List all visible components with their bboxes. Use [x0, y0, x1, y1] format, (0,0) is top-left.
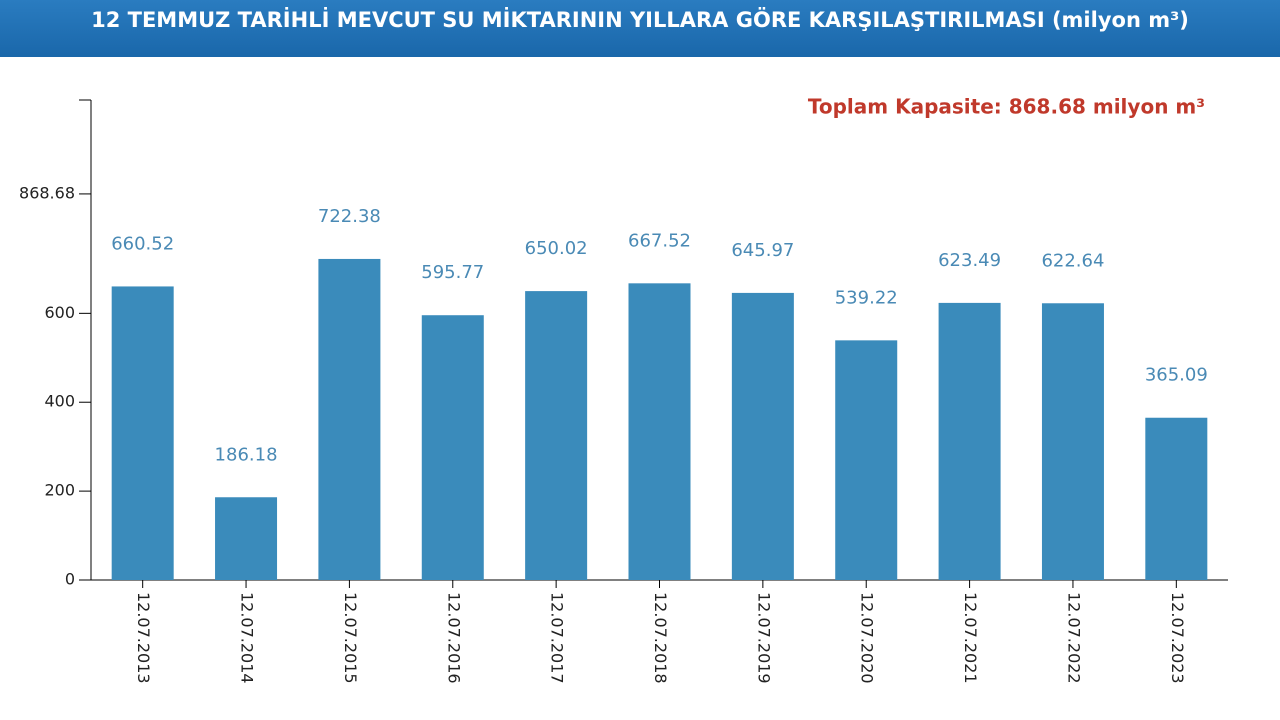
bar — [111, 286, 174, 580]
value-label: 539.22 — [835, 287, 898, 308]
value-label: 365.09 — [1145, 365, 1208, 386]
value-label: 650.02 — [525, 238, 588, 259]
value-label: 623.49 — [938, 250, 1001, 271]
value-label: 722.38 — [318, 206, 381, 227]
chart: Toplam Kapasite: 868.68 milyon m³ 0 200 40… — [19, 95, 1228, 684]
x-tick-label: 12.07.2018 — [651, 592, 670, 684]
y-tick-label: 600 — [44, 303, 75, 322]
bar — [525, 291, 588, 580]
x-tick-label: 12.07.2023 — [1168, 592, 1187, 684]
x-tick-label: 12.07.2022 — [1064, 592, 1083, 684]
x-tick-label: 12.07.2021 — [961, 592, 980, 684]
y-tick-label: 0 — [65, 570, 75, 589]
bar — [835, 340, 898, 580]
bar — [215, 497, 278, 580]
bar — [731, 292, 794, 580]
x-tick-label: 12.07.2017 — [548, 592, 567, 684]
x-tick-label: 12.07.2016 — [444, 592, 463, 684]
bar — [421, 315, 484, 580]
y-tick-label: 200 — [44, 481, 75, 500]
value-label: 595.77 — [421, 262, 484, 283]
value-label: 667.52 — [628, 230, 691, 251]
value-label: 186.18 — [215, 444, 278, 465]
bar — [938, 302, 1001, 580]
x-tick-label: 12.07.2014 — [238, 592, 257, 684]
chart-title: 12 TEMMUZ TARİHLİ MEVCUT SU MİKTARININ Y… — [0, 0, 1280, 57]
y-tick-label: 868.68 — [19, 183, 75, 202]
x-tick-label: 12.07.2020 — [858, 592, 877, 684]
value-label: 622.64 — [1041, 250, 1104, 271]
annotation: Toplam Kapasite: 868.68 milyon m³ — [808, 95, 1205, 119]
x-tick-label: 12.07.2019 — [754, 592, 773, 684]
x-tick-label: 12.07.2015 — [341, 592, 360, 684]
bar — [1041, 303, 1104, 580]
bar — [318, 258, 381, 580]
value-label: 645.97 — [731, 240, 794, 261]
bar — [628, 283, 691, 580]
y-tick-label: 400 — [44, 392, 75, 411]
x-tick-label: 12.07.2013 — [134, 592, 153, 684]
value-label: 660.52 — [111, 233, 174, 254]
bar — [1145, 417, 1208, 580]
